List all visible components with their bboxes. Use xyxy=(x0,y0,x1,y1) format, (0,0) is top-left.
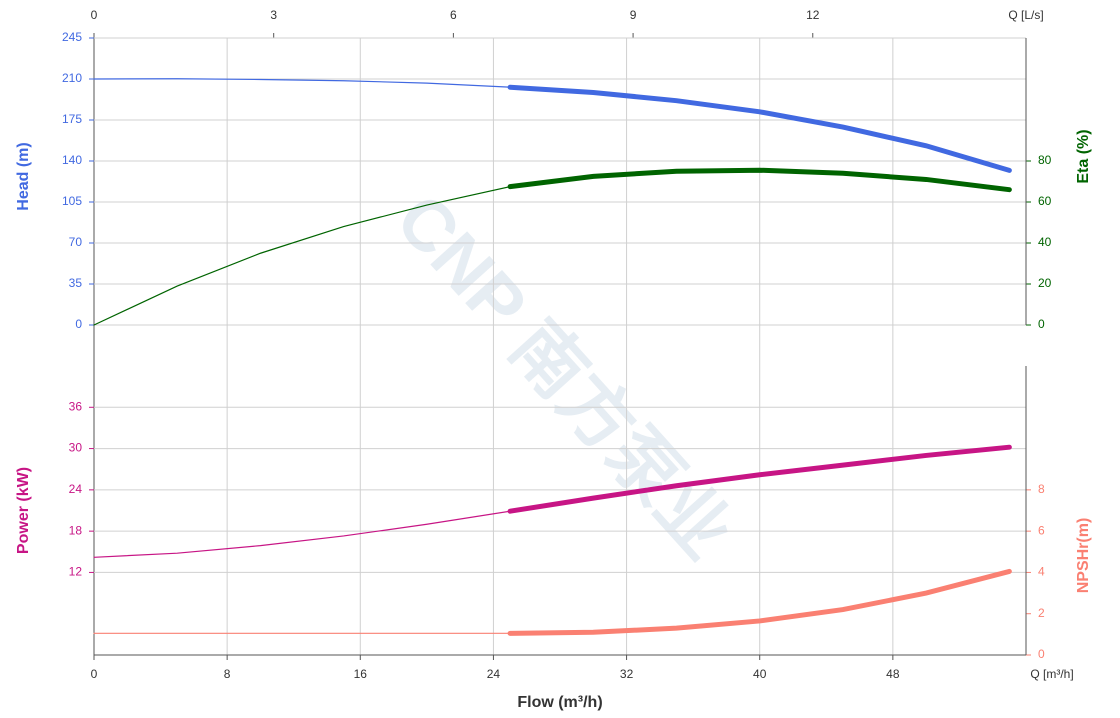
y-axis-title: Power (kW) xyxy=(15,467,32,554)
x-tick-label: 24 xyxy=(487,667,501,681)
x2-tick-label: 6 xyxy=(450,8,457,22)
y-tick-label: 105 xyxy=(62,194,82,208)
y2-tick-label: 60 xyxy=(1038,194,1052,208)
y2-axis-title: Eta (%) xyxy=(1075,129,1092,183)
x-tick-label: 32 xyxy=(620,667,634,681)
y2-tick-label: 20 xyxy=(1038,276,1052,290)
y-tick-label: 30 xyxy=(69,441,83,455)
y-tick-label: 35 xyxy=(69,276,83,290)
curve-operating-range xyxy=(507,568,1012,636)
x2-tick-label: 12 xyxy=(806,8,820,22)
x-tick-label: 48 xyxy=(886,667,900,681)
y-tick-label: 0 xyxy=(75,317,82,331)
y-tick-label: 140 xyxy=(62,153,82,167)
x-tick-label: 0 xyxy=(91,667,98,681)
y-tick-label: 24 xyxy=(69,482,83,496)
x2-tick-label: 0 xyxy=(91,8,98,22)
y2-tick-label: 4 xyxy=(1038,565,1045,579)
y-axis-title: Head (m) xyxy=(15,142,32,210)
y2-tick-label: 0 xyxy=(1038,317,1045,331)
y-tick-label: 12 xyxy=(69,565,83,579)
y-tick-label: 70 xyxy=(69,235,83,249)
x-tick-label: 40 xyxy=(753,667,767,681)
y2-tick-label: 8 xyxy=(1038,482,1045,496)
curve-operating-range xyxy=(507,444,1012,514)
y2-tick-label: 0 xyxy=(1038,647,1045,661)
y2-tick-label: 40 xyxy=(1038,235,1052,249)
curve-operating-range xyxy=(507,167,1012,193)
y2-tick-label: 80 xyxy=(1038,153,1052,167)
x-tick-label: 16 xyxy=(354,667,368,681)
y-tick-label: 175 xyxy=(62,112,82,126)
y2-tick-label: 6 xyxy=(1038,523,1045,537)
x-tick-label: 8 xyxy=(224,667,231,681)
y-tick-label: 245 xyxy=(62,30,82,44)
y-tick-label: 210 xyxy=(62,71,82,85)
y2-tick-label: 2 xyxy=(1038,606,1045,620)
curve-outside-range xyxy=(93,186,511,326)
x-unit: Q [m³/h] xyxy=(1030,667,1073,681)
curve-operating-range xyxy=(507,84,1012,173)
curve-outside-range xyxy=(93,510,511,558)
curve-outside-range xyxy=(93,78,511,88)
x2-unit: Q [L/s] xyxy=(1008,8,1043,22)
x-axis-title: Flow (m³/h) xyxy=(517,694,602,711)
x2-tick-label: 9 xyxy=(630,8,637,22)
watermark: CNP 南方泵业 xyxy=(381,179,747,573)
y-tick-label: 36 xyxy=(69,399,83,413)
y2-axis-title: NPSHr(m) xyxy=(1075,518,1092,594)
x2-tick-label: 3 xyxy=(270,8,277,22)
y-tick-label: 18 xyxy=(69,523,83,537)
